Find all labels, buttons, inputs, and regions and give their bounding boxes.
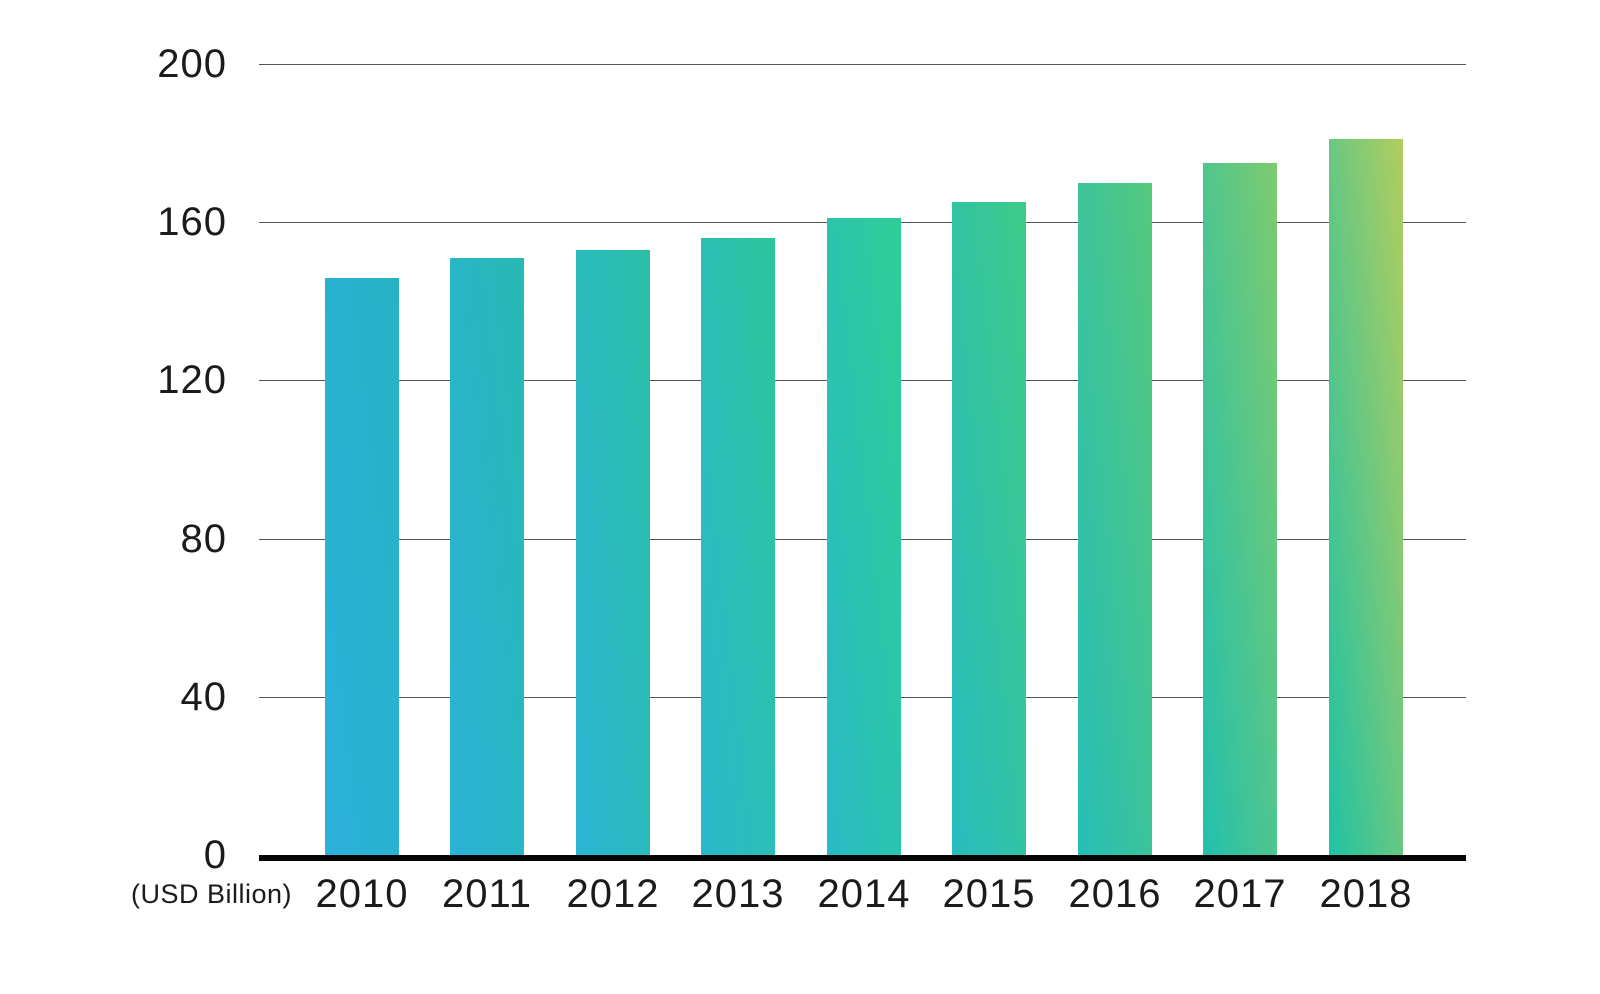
x-axis-tick-label: 2015: [942, 872, 1036, 916]
x-axis-tick-label: 2013: [691, 872, 785, 916]
y-axis-unit-label: (USD Billion): [131, 879, 293, 909]
x-axis-tick-label: 2018: [1319, 872, 1413, 916]
bar-2013: [701, 238, 775, 855]
gridline-200: [259, 64, 1466, 65]
x-axis-tick-label: 2016: [1068, 872, 1162, 916]
y-axis-tick-label: 200: [157, 42, 227, 86]
bar-2018: [1329, 139, 1403, 855]
y-axis-tick-label: 120: [157, 358, 227, 402]
bar-2016: [1078, 183, 1152, 855]
bar-2012: [576, 250, 650, 855]
x-axis-tick-label: 2017: [1193, 872, 1287, 916]
x-axis-line: [259, 855, 1466, 861]
x-axis-tick-label: 2011: [441, 872, 532, 916]
bar-2014: [827, 218, 901, 855]
x-axis-tick-label: 2012: [566, 872, 660, 916]
y-axis-tick-label: 40: [180, 675, 227, 719]
y-axis-tick-label: 0: [203, 833, 227, 877]
y-axis-tick-label: 80: [180, 517, 227, 561]
bar-2010: [325, 278, 399, 855]
y-axis-tick-label: 160: [157, 200, 227, 244]
bar-2017: [1203, 163, 1277, 855]
bar-2015: [952, 202, 1026, 855]
bar-2011: [450, 258, 524, 855]
x-axis-tick-label: 2010: [315, 872, 409, 916]
x-axis-tick-label: 2014: [817, 872, 911, 916]
